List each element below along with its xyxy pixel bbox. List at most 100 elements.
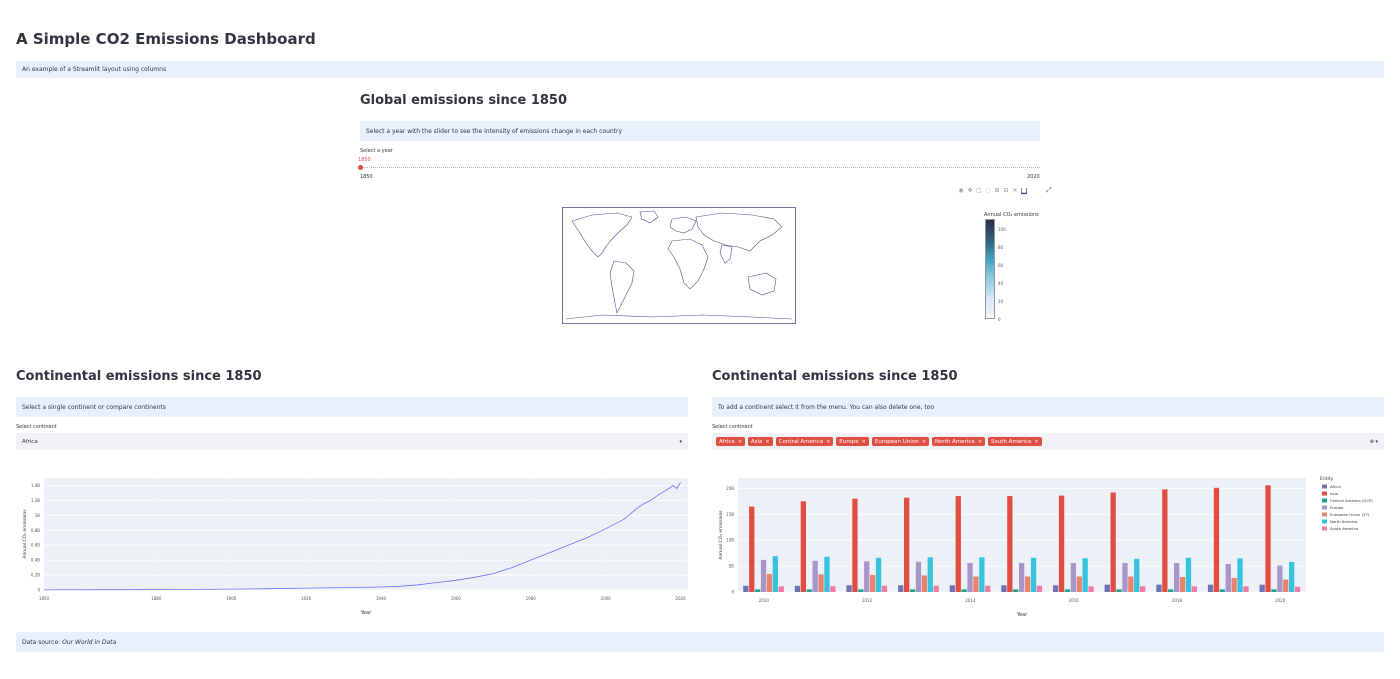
- bar-europe: [1225, 564, 1231, 592]
- africa-shape: [667, 238, 709, 290]
- y-tick-label: 0.6B: [31, 543, 40, 548]
- year-slider[interactable]: [358, 165, 1040, 170]
- legend-swatch: [1322, 484, 1327, 489]
- bar-south-america: [933, 585, 939, 592]
- fullscreen-icon[interactable]: ⤢: [1046, 186, 1052, 194]
- bar-europe: [1122, 563, 1128, 592]
- bar-africa: [846, 585, 852, 592]
- tag-remove-icon[interactable]: ×: [977, 438, 982, 445]
- slider-min: 1850: [360, 174, 373, 180]
- legend-swatch: [1322, 512, 1327, 517]
- tag-europe[interactable]: Europe ×: [836, 437, 869, 446]
- page-title: A Simple CO2 Emissions Dashboard: [16, 30, 316, 48]
- plotly-logo-icon[interactable]: ■: [1021, 187, 1027, 194]
- bar-asia: [852, 498, 858, 592]
- bar-asia: [904, 497, 910, 592]
- legend-swatch: [1322, 505, 1327, 510]
- bar-africa: [1156, 584, 1162, 592]
- bar-european-union-27-: [870, 574, 876, 592]
- slider-thumb[interactable]: [358, 165, 363, 170]
- world-map[interactable]: [562, 207, 796, 324]
- bar-european-union-27-: [1128, 576, 1134, 592]
- bar-chart[interactable]: 0 5B 10B 15B 20B 2010 2012 2014 2016 2018 2020 Year…: [712, 470, 1384, 620]
- left-info: Select a single continent or compare con…: [16, 397, 688, 417]
- bar-asia: [800, 501, 806, 592]
- bar-european-union-27-: [818, 574, 824, 592]
- plot-toolbar: ◉ ✥ ▢ ◌ ⊞ ⊟ ✕ ■: [958, 187, 1030, 195]
- tag-africa[interactable]: Africa ×: [716, 437, 745, 446]
- bar-africa: [1207, 584, 1214, 592]
- x-tick-label: 1920: [301, 596, 312, 601]
- bar-central-america-gcp-: [858, 589, 864, 592]
- colorbar: [985, 219, 995, 319]
- tag-south-america[interactable]: South America ×: [987, 437, 1042, 446]
- bar-north-america: [1134, 558, 1140, 592]
- clear-all-icon[interactable]: ⊗ ▾: [1369, 438, 1378, 445]
- tag-central-america[interactable]: Central America ×: [775, 437, 834, 446]
- pan-icon[interactable]: ✥: [967, 187, 973, 194]
- tag-remove-icon[interactable]: ×: [1034, 438, 1039, 445]
- bar-africa: [898, 585, 904, 592]
- y-axis-title: Annual CO₂ emissions: [718, 510, 724, 560]
- tag-remove-icon[interactable]: ×: [826, 438, 831, 445]
- bar-africa: [949, 585, 955, 592]
- tag-asia[interactable]: Asia ×: [747, 437, 773, 446]
- tag-remove-icon[interactable]: ×: [861, 438, 866, 445]
- tag-label: South America: [990, 438, 1032, 445]
- greenland-shape: [639, 210, 659, 224]
- bar-north-america: [1030, 557, 1037, 592]
- colorbar-tick-label: 20: [998, 299, 1004, 304]
- bar-asia: [1007, 496, 1013, 592]
- camera-icon[interactable]: ◉: [958, 187, 964, 194]
- legend-swatch: [1322, 491, 1327, 496]
- bar-asia: [1110, 492, 1116, 592]
- bar-south-america: [830, 586, 836, 592]
- y-tick-label: 0.4B: [31, 558, 40, 563]
- bar-central-america-gcp-: [961, 589, 967, 592]
- reset-icon[interactable]: ✕: [1012, 187, 1018, 194]
- tag-european-union[interactable]: European Union ×: [871, 437, 929, 446]
- bar-africa: [1259, 584, 1265, 592]
- continent-select-value: Africa: [22, 438, 38, 445]
- box-select-icon[interactable]: ▢: [976, 187, 982, 194]
- bar-north-america: [1082, 558, 1088, 592]
- bar-europe: [864, 561, 870, 592]
- x-tick-label: 2010: [759, 598, 770, 603]
- slider-track: [360, 167, 1040, 168]
- footer-source: Our World in Data: [62, 638, 117, 646]
- continent-multiselect[interactable]: Africa × Asia × Central America × Europe × Europ…: [712, 433, 1384, 450]
- line-chart[interactable]: 1850 1880 1900 1920 1940 1960 1980 2000 2020 0 0.2…: [16, 470, 688, 620]
- left-select-label: Select continent: [16, 424, 57, 430]
- tag-label: Central America: [778, 438, 824, 445]
- slider-label: Select a year: [360, 148, 393, 154]
- tag-remove-icon[interactable]: ×: [737, 438, 742, 445]
- chevron-down-icon: ▾: [679, 438, 682, 445]
- bar-central-america-gcp-: [755, 589, 761, 592]
- x-tick-label: 2020: [675, 596, 686, 601]
- bar-european-union-27-: [766, 573, 773, 592]
- europe-shape: [669, 216, 697, 234]
- south-america-shape: [609, 260, 635, 314]
- zoom-out-icon[interactable]: ⊟: [1003, 187, 1009, 194]
- continent-select[interactable]: Africa ▾: [16, 433, 688, 450]
- x-tick-label: 2014: [965, 598, 976, 603]
- right-heading: Continental emissions since 1850: [712, 369, 958, 384]
- legend-label: North America: [1330, 519, 1358, 524]
- slider-value: 1850: [358, 157, 371, 163]
- lasso-icon[interactable]: ◌: [985, 187, 991, 194]
- y-tick-label: 1.4B: [31, 483, 40, 488]
- global-info: Select a year with the slider to see the…: [360, 121, 1040, 141]
- legend-label: European Union (27): [1330, 512, 1370, 517]
- bar-central-america-gcp-: [1168, 589, 1174, 592]
- x-tick-label: 1940: [376, 596, 387, 601]
- series-line-africa: [43, 482, 681, 591]
- bar-europe: [1019, 563, 1025, 592]
- bar-south-america: [985, 585, 991, 592]
- tag-remove-icon[interactable]: ×: [765, 438, 770, 445]
- tag-remove-icon[interactable]: ×: [921, 438, 926, 445]
- bar-south-america: [1088, 586, 1094, 592]
- legend-label: Central America (GCP): [1330, 498, 1373, 503]
- zoom-in-icon[interactable]: ⊞: [994, 187, 1000, 194]
- tag-north-america[interactable]: North America ×: [931, 437, 985, 446]
- bar-europe: [812, 560, 818, 592]
